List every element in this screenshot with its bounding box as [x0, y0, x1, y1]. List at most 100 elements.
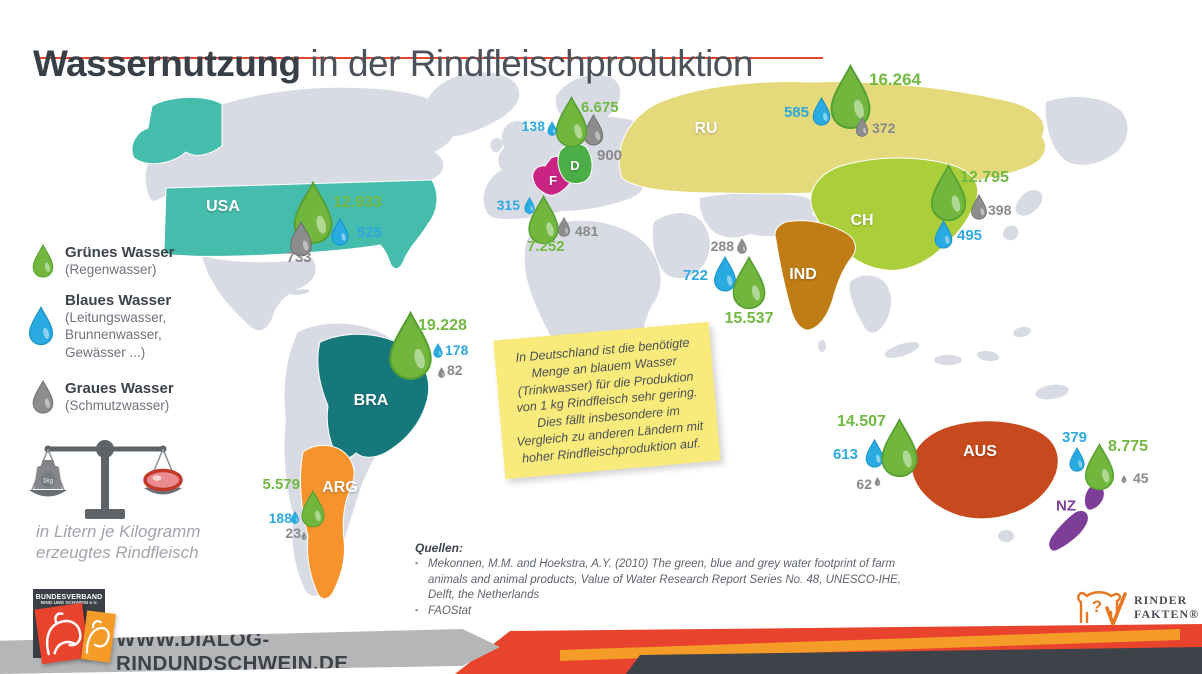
- usa-green-water-value: 12.933: [333, 193, 382, 211]
- balance-scale-illustration: 1kg: [29, 440, 183, 519]
- blue-water-drop-icon: [432, 342, 444, 363]
- country-shape-argentina: [300, 445, 355, 599]
- nzl-blue-water-value: 379: [1062, 429, 1088, 447]
- pig-logo-tile: [81, 610, 116, 663]
- grey-water-drop-icon: [736, 238, 748, 259]
- page-title: Wassernutzung in der Rindfleischprodukti…: [33, 43, 753, 85]
- brand-line1: RINDER: [1134, 593, 1188, 608]
- nzl-grey-water-value: 45: [1133, 469, 1149, 486]
- cow-question-icon: ?: [1077, 591, 1127, 626]
- legend-grey-title: Graues Wasser: [65, 380, 174, 397]
- fra-green-water-value: 7.252: [527, 238, 565, 256]
- continent-central-america: [202, 256, 316, 331]
- association-name-line2: RIND UND SCHWEIN e.V.: [40, 601, 98, 606]
- country-shapes: [131, 81, 1105, 599]
- sources-block: Quellen: Mekonnen, M.M. and Hoekstra, A.…: [415, 541, 927, 619]
- grey-water-drop-icon: [874, 473, 881, 491]
- title-accent-line: [35, 57, 823, 59]
- green-water-drop-icon: [32, 244, 54, 278]
- country-shape-australia: [910, 420, 1059, 520]
- blue-water-drop-icon: [290, 510, 300, 529]
- usa-grey-water-value: 733: [286, 249, 312, 267]
- chn-green-water-value: 12.795: [960, 168, 1009, 186]
- blue-water-drop-icon: [329, 217, 351, 251]
- grey-water-drop-icon: [437, 365, 446, 383]
- footer-dark-bar: [626, 647, 1202, 674]
- legend-blue-desc: (Leitungswasser, Brunnenwasser, Gewässer…: [65, 310, 167, 360]
- aus-blue-water-value: 613: [832, 446, 858, 464]
- grey-water-drop-icon: [556, 216, 572, 242]
- blue-water-drop-icon: [523, 196, 536, 219]
- continent-middle-east: [652, 213, 710, 279]
- page-title-bold: Wassernutzung: [33, 42, 301, 84]
- continent-east-siberia: [1045, 97, 1128, 165]
- arg-blue-water-value: 188: [268, 509, 292, 526]
- country-label-chn: CH: [850, 212, 874, 230]
- grey-water-drop-icon: [854, 116, 870, 142]
- country-label-arg: ARG: [322, 479, 358, 497]
- legend-blue-title: Blaues Wasser: [65, 292, 172, 309]
- grey-water-drop-icon: [1121, 470, 1127, 488]
- brand-line2: FAKTEN®: [1134, 607, 1200, 621]
- blue-water-drop-icon: [810, 96, 833, 131]
- continent-north-america: [145, 87, 456, 201]
- islands-caribbean: [290, 289, 310, 295]
- footer-orange-stripe: [560, 629, 1180, 661]
- legend-item-green-water: Grünes Wasser (Regenwasser): [30, 244, 175, 278]
- grey-water-drop-icon: [301, 527, 307, 545]
- island-new-guinea: [1035, 384, 1069, 400]
- green-water-drop-icon: [1081, 442, 1118, 496]
- deu-grey-water-value: 900: [597, 147, 623, 165]
- aus-green-water-value: 14.507: [837, 412, 886, 430]
- fra-grey-water-value: 481: [575, 222, 599, 239]
- fra-blue-water-value: 315: [496, 196, 520, 213]
- island-japan: [1015, 189, 1043, 216]
- ind-grey-water-value: 288: [710, 237, 734, 254]
- country-label-usa: USA: [206, 198, 240, 216]
- legend-grey-desc: (Schmutzwasser): [65, 398, 170, 413]
- island-tasmania: [998, 530, 1014, 542]
- blue-water-drop-icon: [932, 219, 955, 254]
- deu-green-water-value: 6.675: [581, 99, 619, 117]
- blue-water-drop-icon: [28, 306, 54, 346]
- green-water-drop-icon: [524, 194, 563, 250]
- country-label-deu: D: [570, 157, 580, 173]
- rus-green-water-value: 16.264: [869, 70, 921, 90]
- svg-text:1kg: 1kg: [43, 479, 54, 485]
- aus-grey-water-value: 62: [856, 475, 872, 492]
- association-name-line1: BUNDESVERBAND: [35, 594, 103, 601]
- continent-iceland: [472, 94, 494, 111]
- cattle-outline-icon: [45, 612, 82, 656]
- usa-blue-water-value: 525: [357, 224, 383, 242]
- germany-note-box: In Deutschland ist die benötigte Menge a…: [493, 321, 721, 480]
- ind-green-water-value: 15.537: [724, 309, 774, 327]
- pig-outline-icon: [85, 620, 110, 654]
- legend-green-desc: (Regenwasser): [65, 262, 157, 277]
- blue-water-drop-icon: [863, 438, 886, 473]
- rus-grey-water-value: 372: [872, 119, 896, 136]
- unit-caption: in Litern je Kilogramm erzeugtes Rindfle…: [36, 522, 201, 563]
- green-water-drop-icon: [876, 417, 923, 483]
- scale-pan-left: [29, 490, 67, 497]
- sources-list: Mekonnen, M.M. and Hoekstra, A.Y. (2010)…: [415, 557, 927, 619]
- deu-blue-water-value: 138: [521, 117, 545, 134]
- bra-grey-water-value: 82: [447, 361, 463, 378]
- green-water-drop-icon: [825, 63, 876, 135]
- continent-se-asia: [849, 275, 892, 333]
- source-item: FAOStat: [415, 604, 927, 620]
- bra-green-water-value: 19.228: [418, 316, 467, 334]
- country-label-ind: IND: [789, 266, 817, 284]
- nzl-green-water-value: 8.775: [1108, 437, 1149, 455]
- island-philippines: [1013, 326, 1031, 338]
- country-label-rus: RU: [694, 120, 718, 138]
- source-item: Mekonnen, M.M. and Hoekstra, A.Y. (2010)…: [415, 557, 927, 604]
- svg-text:?: ?: [1092, 597, 1102, 616]
- island-uk: [501, 120, 529, 152]
- rus-blue-water-value: 585: [783, 104, 809, 122]
- island-borneo: [934, 355, 962, 365]
- country-label-aus: AUS: [963, 443, 997, 461]
- chn-grey-water-value: 398: [988, 201, 1012, 218]
- grey-water-drop-icon: [287, 220, 315, 262]
